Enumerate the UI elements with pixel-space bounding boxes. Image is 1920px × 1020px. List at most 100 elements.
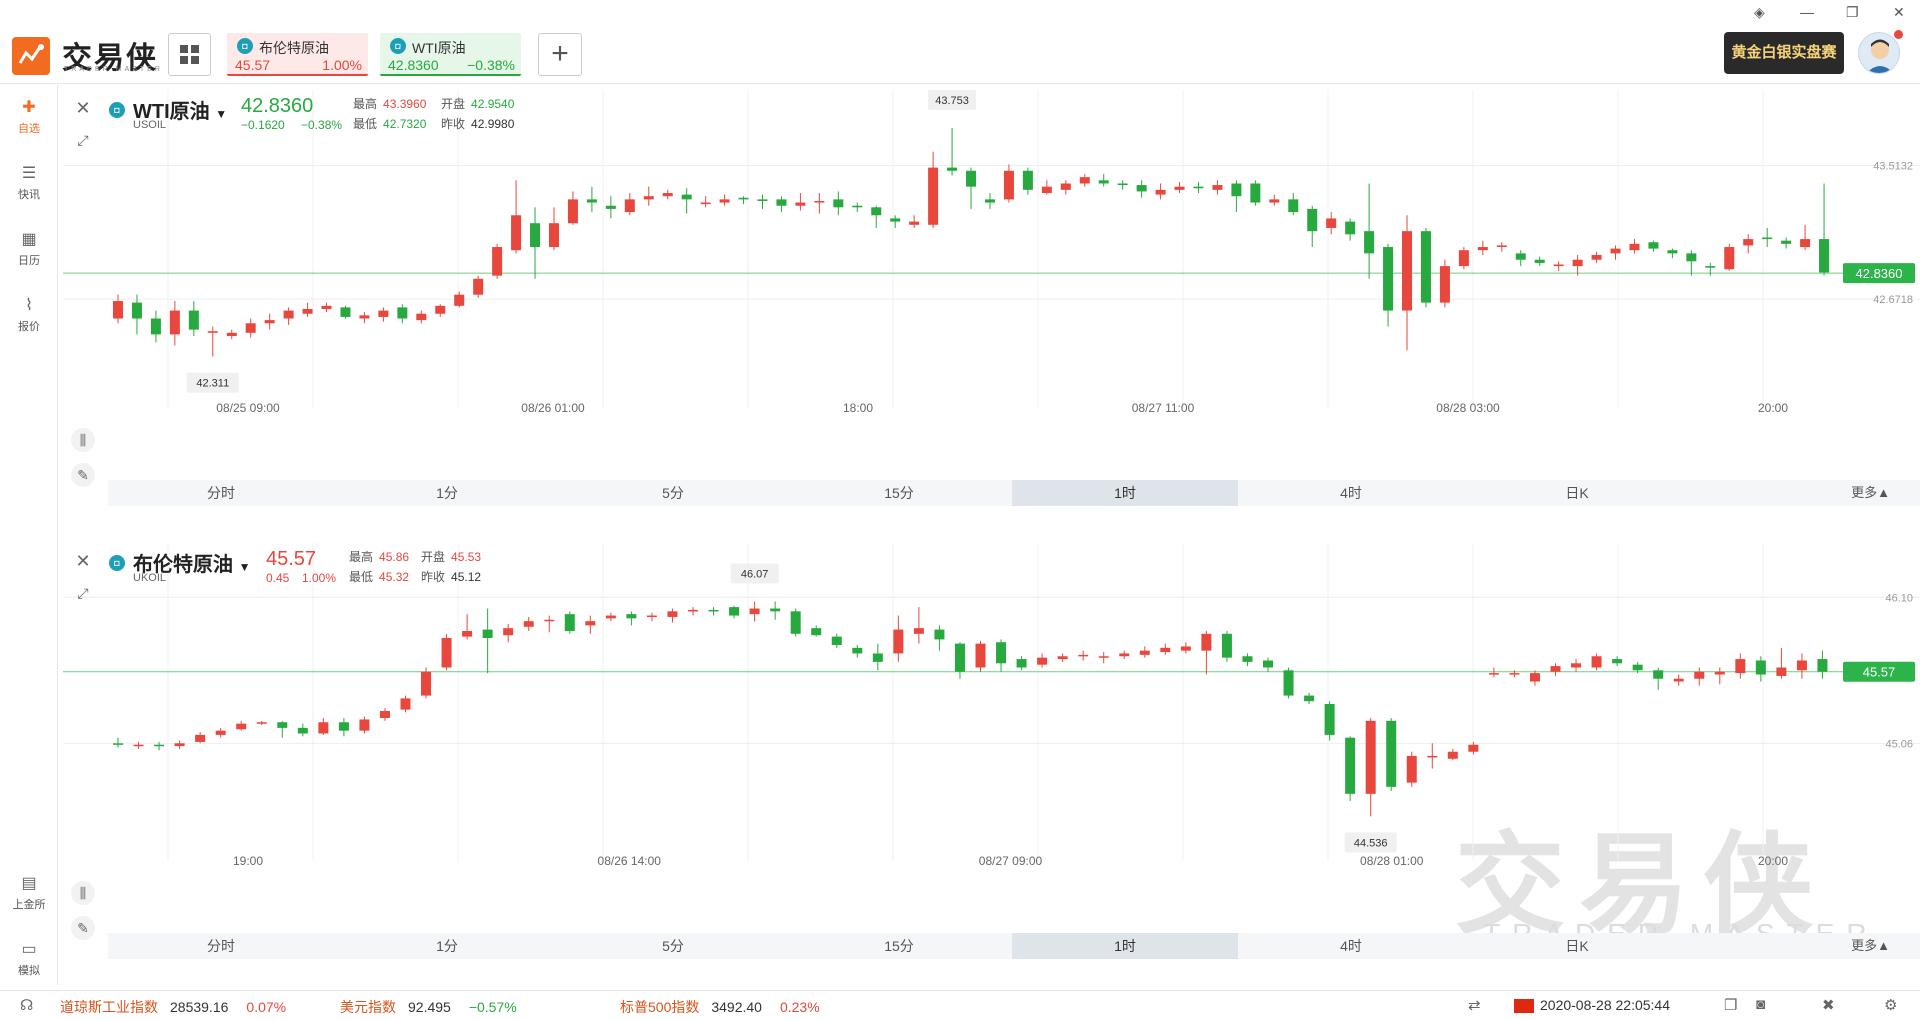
sidebar-item-calendar[interactable]: ▦ 日历 [0, 231, 58, 268]
candle [1307, 208, 1318, 232]
candle [947, 167, 958, 171]
period-tab[interactable]: 5分 [662, 938, 684, 954]
candle [169, 310, 180, 335]
candle [131, 302, 142, 319]
draw-pen-icon[interactable]: ✎ [71, 916, 95, 940]
translate-icon[interactable]: ⇄ [1468, 997, 1481, 1014]
last-price-tag [1843, 263, 1915, 284]
sidebar-item-sge[interactable]: ▤ 上金所 [0, 875, 58, 912]
indicator-icon[interactable]: ⫼ [71, 428, 95, 452]
candle [1283, 670, 1294, 696]
candle [719, 199, 730, 203]
candle [195, 734, 206, 742]
candle [1694, 671, 1705, 679]
candle [1427, 755, 1438, 758]
settings-icon[interactable]: ⚙ [1884, 997, 1898, 1014]
period-tab[interactable]: 分时 [207, 938, 235, 954]
candlestick-chart-brent[interactable]: 46.10 45.06 19:00 08/26 14:00 08/27 09:00 08/… [63, 543, 1920, 928]
expand-icon[interactable]: ⤢ [77, 132, 89, 148]
candle [441, 638, 452, 668]
add-tab-button[interactable]: + [538, 33, 582, 76]
dropdown-caret-icon: ▼ [238, 560, 251, 574]
period-tab[interactable]: 5分 [662, 485, 684, 501]
period-tab[interactable]: 日K [1565, 485, 1589, 501]
tab-change: 1.00% [322, 57, 362, 73]
x-tick-label: 08/27 11:00 [1132, 401, 1195, 415]
candlestick-chart-wti[interactable]: 43.5132 42.6718 08/25 09:00 08/26 01:00 18:0… [63, 90, 1920, 475]
candle [1667, 250, 1678, 254]
sidebar: ✚ 自选 ☰ 快讯 ▦ 日历 ⌇ 报价 ▤ 上金所 ▭ 模拟 [0, 85, 58, 985]
candle [1098, 656, 1109, 658]
candle [264, 320, 275, 324]
close-chart-icon[interactable]: ✕ [75, 98, 91, 118]
news-icon: ☰ [21, 165, 37, 182]
candle [814, 200, 825, 203]
candle [1212, 185, 1223, 190]
minimize-icon[interactable]: — [1800, 4, 1814, 20]
candle [1439, 266, 1450, 303]
candle [996, 642, 1007, 664]
expand-icon[interactable]: ⤢ [77, 585, 89, 601]
more-periods-button[interactable]: 更多▲ [1851, 485, 1890, 500]
close-icon[interactable]: ✕ [1893, 4, 1905, 20]
restore-icon[interactable]: ❐ [1846, 4, 1859, 20]
top-bar: 交易侠 TRADER MASTER ◘ 布伦特原油 45.57 1.00% ◘ … [0, 0, 1920, 84]
symbol-name[interactable]: WTI原油 ▼ [133, 101, 228, 123]
candle [1231, 183, 1242, 197]
period-tab-selected[interactable]: 1时 [1012, 480, 1238, 506]
mute-icon[interactable]: ✖ [1822, 997, 1835, 1014]
min-price-label: 44.536 [1354, 837, 1388, 849]
candle [975, 643, 986, 668]
sidebar-item-label: 快讯 [18, 189, 40, 201]
promo-banner[interactable]: 黄金白银实盘赛 [1724, 32, 1844, 74]
index-usd[interactable]: 美元指数 92.495 −0.57% [340, 999, 517, 1015]
x-tick-label: 08/28 03:00 [1436, 401, 1500, 415]
candle [790, 611, 801, 634]
period-tab[interactable]: 日K [1565, 938, 1589, 954]
candle [749, 608, 760, 615]
stat-prev-close: 昨收 45.12 [421, 570, 482, 584]
draw-pen-icon[interactable]: ✎ [71, 463, 95, 487]
period-tab[interactable]: 1分 [436, 485, 458, 501]
avatar[interactable] [1858, 32, 1900, 74]
candle [1269, 199, 1280, 203]
headset-icon[interactable]: ☊ [20, 997, 34, 1014]
calendar-icon: ▦ [21, 231, 37, 248]
sidebar-item-watchlist[interactable]: ✚ 自选 [0, 99, 58, 136]
candle [1477, 247, 1488, 251]
candle [646, 615, 657, 618]
period-tab[interactable]: 1分 [436, 938, 458, 954]
instrument-icon: ◘ [109, 102, 125, 118]
skin-icon[interactable]: ◈ [1754, 4, 1765, 20]
period-tab[interactable]: 4时 [1340, 938, 1362, 954]
more-periods-button[interactable]: 更多▲ [1851, 938, 1890, 953]
period-tab[interactable]: 15分 [884, 485, 914, 501]
candle [338, 722, 349, 731]
tab-brent[interactable]: ◘ 布伦特原油 45.57 1.00% [227, 33, 368, 76]
close-chart-icon[interactable]: ✕ [75, 551, 91, 571]
tab-wti[interactable]: ◘ WTI原油 42.8360 −0.38% [380, 33, 521, 76]
period-tab[interactable]: 15分 [884, 938, 914, 954]
layout-grid-button[interactable] [168, 33, 211, 76]
candle [492, 247, 503, 276]
candle [421, 671, 432, 696]
indicator-icon[interactable]: ⫼ [71, 881, 95, 905]
candle [1136, 185, 1147, 192]
stat-open: 开盘 45.53 [421, 550, 482, 564]
index-dow[interactable]: 道琼斯工业指数 28539.16 0.07% [60, 999, 287, 1015]
window-icon[interactable]: ❐ [1724, 997, 1738, 1014]
period-tab[interactable]: 4时 [1340, 485, 1362, 501]
candle [1817, 659, 1828, 672]
camera-icon[interactable]: ◙ [1756, 996, 1766, 1013]
candle [379, 711, 390, 719]
period-tab[interactable]: 分时 [207, 485, 235, 501]
sidebar-item-simulate[interactable]: ▭ 模拟 [0, 941, 58, 978]
symbol-name[interactable]: 布伦特原油 ▼ [133, 554, 251, 576]
candle [795, 202, 806, 206]
sidebar-item-news[interactable]: ☰ 快讯 [0, 165, 58, 202]
sidebar-item-quotes[interactable]: ⌇ 报价 [0, 297, 58, 334]
candle [738, 197, 749, 200]
clock: 2020-08-28 22:05:44 [1540, 997, 1670, 1013]
index-sp500[interactable]: 标普500指数 3492.40 0.23% [620, 999, 820, 1015]
period-tab-selected[interactable]: 1时 [1012, 933, 1238, 959]
